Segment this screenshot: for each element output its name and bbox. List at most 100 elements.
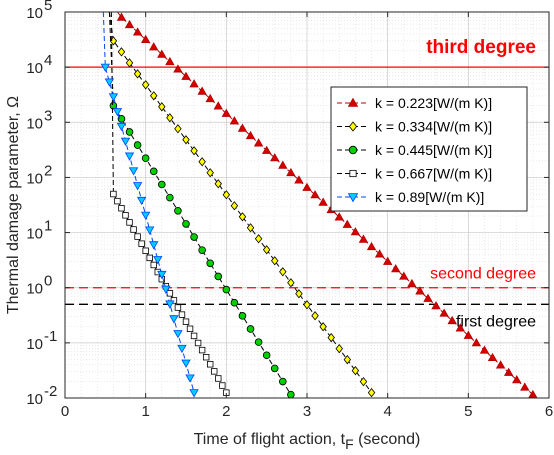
- marker-square: [178, 311, 186, 318]
- marker-triangle-up: [157, 49, 167, 58]
- y-tick-exponent: -1: [44, 328, 57, 345]
- marker-diamond: [262, 245, 271, 255]
- marker-diamond: [206, 168, 214, 178]
- marker-triangle-up: [261, 145, 272, 154]
- marker-diamond: [335, 344, 343, 354]
- marker-triangle-down: [347, 193, 359, 203]
- marker-triangle-down: [185, 374, 195, 383]
- marker-circle: [198, 246, 206, 254]
- marker-diamond: [327, 333, 335, 343]
- marker-diamond: [254, 234, 263, 244]
- series-group: [116, 11, 538, 399]
- y-tick-label: 10: [26, 5, 43, 22]
- marker-triangle-up: [487, 352, 498, 362]
- marker-diamond: [343, 355, 352, 365]
- marker-triangle-up: [374, 249, 385, 258]
- marker-triangle-up: [391, 264, 401, 273]
- marker-square: [122, 212, 129, 219]
- marker-circle: [109, 101, 118, 110]
- marker-square: [114, 197, 121, 205]
- marker-triangle-down: [153, 256, 163, 265]
- marker-triangle-down: [132, 182, 143, 191]
- marker-circle: [133, 141, 142, 149]
- y-tick-exponent: 1: [44, 218, 52, 235]
- marker-diamond: [295, 289, 303, 299]
- marker-triangle-up: [431, 301, 441, 310]
- y-tick-label: 10: [26, 226, 43, 243]
- marker-triangle-down: [104, 78, 115, 87]
- marker-square: [190, 332, 198, 340]
- y-tick-exponent: -2: [44, 383, 57, 400]
- marker-circle: [214, 272, 223, 281]
- marker-triangle-up: [447, 315, 457, 325]
- legend-label: k = 0.334[W/(m K)]: [375, 119, 492, 135]
- marker-circle: [158, 180, 166, 189]
- threshold-label: second degree: [430, 266, 536, 283]
- marker-triangle-down: [149, 241, 159, 250]
- legend-box: [330, 86, 528, 212]
- marker-triangle-up: [350, 227, 361, 236]
- marker-triangle-down: [116, 122, 127, 132]
- legend-label: k = 0.89[W/(m K)]: [375, 189, 484, 205]
- marker-triangle-up: [399, 271, 409, 280]
- marker-circle: [182, 220, 190, 228]
- marker-circle: [166, 193, 174, 202]
- marker-triangle-up: [253, 138, 264, 147]
- marker-diamond: [117, 47, 126, 57]
- marker-diamond: [222, 190, 231, 200]
- marker-square: [206, 361, 214, 368]
- marker-diamond: [214, 179, 222, 189]
- threshold-labels: third degree second degree first degree: [426, 37, 536, 330]
- marker-square: [182, 318, 190, 325]
- x-axis-title-subscript: F: [345, 436, 354, 452]
- marker-circle: [246, 325, 255, 333]
- marker-triangle-down: [157, 270, 167, 280]
- axis-ticks: [64, 11, 550, 399]
- marker-triangle-up: [455, 323, 465, 332]
- marker-triangle-up: [463, 330, 474, 339]
- y-tick-label: 10: [26, 391, 43, 408]
- marker-triangle-up: [229, 116, 240, 125]
- marker-triangle-up: [347, 97, 359, 107]
- legend: k = 0.223[W/(m K)] k = 0.334[W/(m K)] k = …: [330, 86, 528, 212]
- marker-triangle-up: [503, 367, 514, 376]
- marker-triangle-up: [221, 108, 232, 117]
- marker-diamond: [348, 121, 358, 132]
- y-axis-title: Thermal damage parameter, Ω: [5, 96, 22, 314]
- marker-circle: [117, 115, 126, 123]
- marker-triangle-up: [173, 64, 183, 73]
- marker-triangle-down: [177, 344, 187, 354]
- marker-circle: [149, 167, 158, 176]
- marker-triangle-up: [495, 360, 506, 369]
- marker-circle: [230, 298, 239, 307]
- series-group: [108, 11, 376, 398]
- marker-circle: [270, 364, 279, 373]
- x-axis-title-main: Time of flight action, t: [194, 431, 346, 448]
- x-tick-label: 4: [383, 403, 391, 420]
- series-line: [108, 11, 372, 393]
- marker-circle: [190, 233, 198, 241]
- marker-triangle-down: [124, 152, 135, 161]
- marker-square: [134, 233, 141, 240]
- marker-triangle-up: [423, 293, 433, 302]
- threshold-label: third degree: [426, 37, 536, 58]
- marker-diamond: [246, 223, 255, 233]
- marker-triangle-up: [197, 86, 207, 95]
- marker-triangle-up: [512, 375, 522, 384]
- marker-diamond: [287, 278, 295, 288]
- marker-diamond: [190, 146, 198, 156]
- marker-triangle-up: [382, 256, 393, 265]
- marker-square: [118, 205, 125, 212]
- marker-circle: [287, 390, 295, 399]
- y-tick-label: 10: [26, 336, 43, 353]
- marker-triangle-up: [310, 190, 320, 199]
- marker-diamond: [279, 267, 287, 277]
- marker-triangle-down: [112, 108, 123, 117]
- x-axis-title-unit: (second): [354, 431, 421, 448]
- marker-diamond: [150, 91, 158, 101]
- marker-triangle-up: [318, 197, 328, 206]
- marker-triangle-up: [520, 382, 530, 391]
- marker-triangle-up: [270, 153, 280, 162]
